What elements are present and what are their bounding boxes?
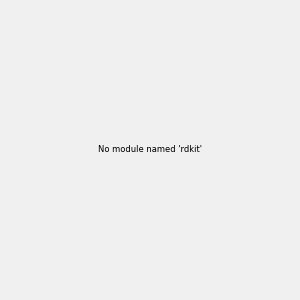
Text: No module named 'rdkit': No module named 'rdkit' [98,146,202,154]
